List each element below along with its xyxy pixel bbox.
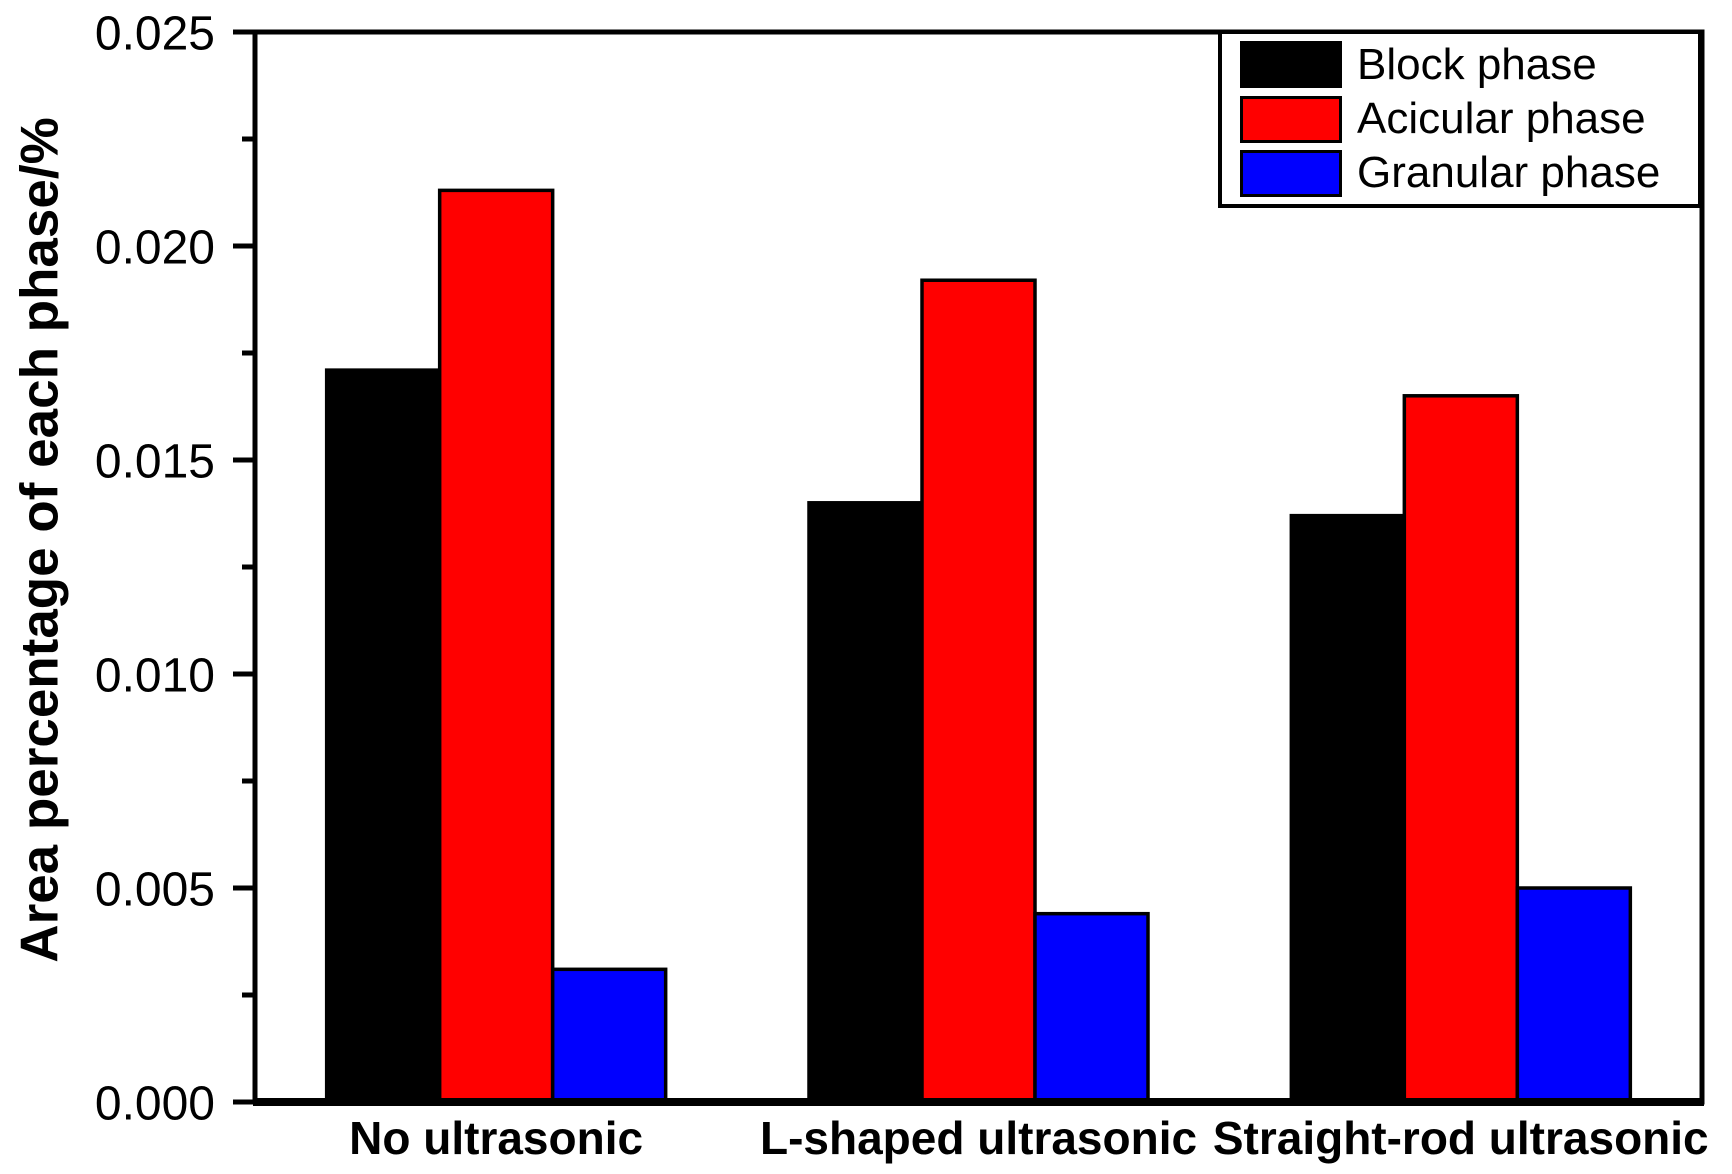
x-tick-label-straight-rod-ultrasonic: Straight-rod ultrasonic: [1212, 1112, 1709, 1164]
legend-row-granular-phase: Granular phase: [1240, 148, 1698, 198]
legend-label-acicular-phase: Acicular phase: [1357, 94, 1646, 143]
legend-label-block-phase: Block phase: [1357, 39, 1597, 89]
legend-swatch-red-icon: [1240, 95, 1342, 143]
y-tick-label: 0.020: [95, 221, 215, 274]
bar-block-phase-group2: [1289, 513, 1407, 1104]
bar-acicular-phase-group1: [920, 278, 1037, 1104]
legend-row-block-phase: Block phase: [1240, 39, 1698, 89]
bar-granular-phase-group2: [1515, 886, 1633, 1104]
bar-granular-phase-group0: [550, 967, 668, 1104]
legend-swatch-blue-icon: [1240, 149, 1342, 197]
y-tick-label: 0.025: [95, 7, 215, 60]
y-tick-label: 0.010: [95, 649, 215, 702]
legend-label-granular-phase: Granular phase: [1357, 148, 1661, 198]
bar-block-phase-group1: [807, 501, 924, 1104]
legend: Block phase Acicular phase Granular phas…: [1218, 30, 1702, 208]
bar-block-phase-group0: [324, 368, 442, 1104]
bar-acicular-phase-group2: [1402, 394, 1520, 1104]
bar-acicular-phase-group0: [437, 188, 555, 1104]
x-tick-label-l-shaped-ultrasonic: L-shaped ultrasonic: [760, 1112, 1198, 1164]
y-tick-label: 0.000: [95, 1077, 215, 1130]
x-tick-label-no-ultrasonic: No ultrasonic: [349, 1112, 644, 1164]
y-axis-title: Area percentage of each phase/%: [10, 117, 70, 963]
y-tick-label: 0.015: [95, 435, 215, 488]
legend-row-acicular-phase: Acicular phase: [1240, 94, 1698, 143]
bar-granular-phase-group1: [1033, 911, 1150, 1104]
legend-swatch-black-icon: [1240, 41, 1342, 89]
y-tick-label: 0.005: [95, 863, 215, 916]
